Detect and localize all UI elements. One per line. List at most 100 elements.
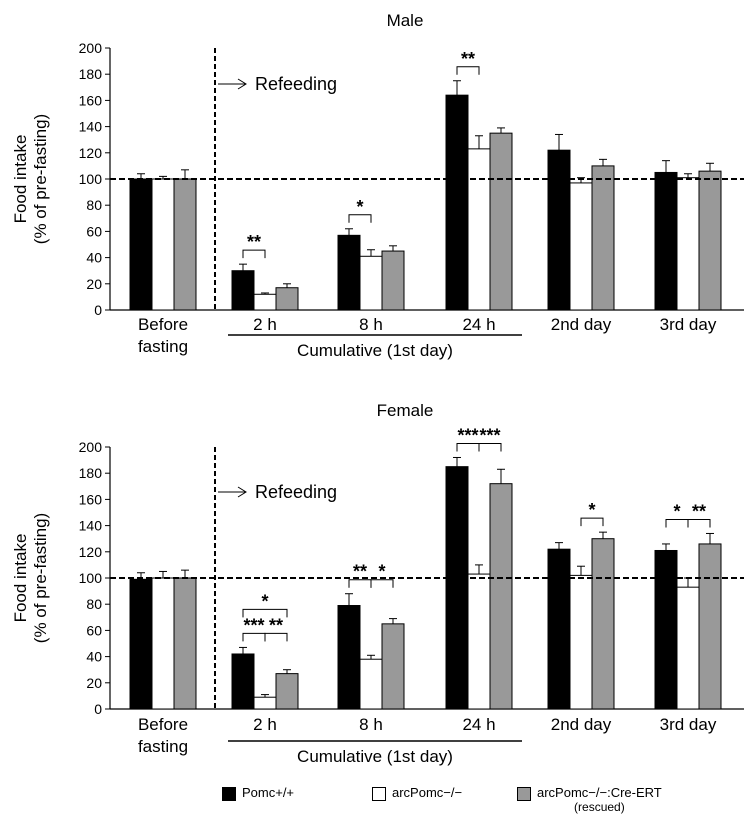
significance-label: ** — [353, 562, 367, 582]
significance-bracket — [456, 66, 480, 75]
y-tick-label: 100 — [79, 171, 103, 187]
cumulative-label: Cumulative (1st day) — [297, 341, 453, 360]
category-label: 2 h — [253, 715, 277, 734]
bar-ko — [467, 148, 491, 311]
category-label: fasting — [138, 337, 188, 356]
legend-label-wt: Pomc+/+ — [242, 785, 295, 800]
significance-bracket — [242, 249, 266, 259]
legend-item-ko: arcPomc−/− — [372, 786, 462, 801]
bar-rescued — [381, 250, 405, 311]
category-label: 2nd day — [551, 715, 612, 734]
legend-label-rescued: arcPomc−/−:Cre-ERT — [537, 785, 662, 800]
refeeding-label: Refeeding — [255, 74, 337, 94]
bar-ko — [253, 696, 277, 710]
bar-rescued — [489, 483, 513, 710]
category-label: 2 h — [253, 315, 277, 334]
significance-label: ** — [461, 49, 475, 69]
refeeding-arrowhead — [237, 78, 247, 90]
bar-ko — [151, 577, 175, 710]
bar-ko — [359, 658, 383, 710]
category-label: Before — [138, 315, 188, 334]
bar-ko — [253, 293, 277, 311]
bar-ko — [676, 177, 700, 311]
bar-ko — [569, 574, 593, 710]
significance-label: * — [378, 562, 385, 582]
bar-wt — [654, 171, 678, 311]
significance-label: * — [588, 500, 595, 520]
y-tick-label: 180 — [79, 66, 103, 82]
bar-ko — [569, 182, 593, 311]
bar-ko — [467, 573, 491, 710]
y-tick-label: 80 — [86, 197, 102, 213]
y-tick-label: 0 — [94, 302, 102, 318]
category-label: 24 h — [462, 315, 495, 334]
y-tick-label: 20 — [86, 276, 102, 292]
chart-panel-male: Male 0 20 40 60 80 100 120 140 160 180 200 Food inta… — [11, 11, 744, 360]
y-tick-label: 200 — [79, 439, 103, 455]
legend-swatch-rescued — [517, 787, 531, 801]
bar-wt — [129, 178, 153, 311]
legend-item-wt: Pomc+/+ — [222, 786, 294, 801]
bar-wt — [654, 549, 678, 710]
y-tick-label: 140 — [79, 518, 103, 534]
legend-label-ko: arcPomc−/− — [392, 785, 463, 800]
y-tick-label: 140 — [79, 119, 103, 135]
legend-item-rescued: arcPomc−/−:Cre-ERT (rescued) — [517, 786, 662, 814]
bar-rescued — [591, 538, 615, 710]
significance-label: ** — [692, 501, 706, 521]
y-tick-label: 180 — [79, 465, 103, 481]
category-label: 24 h — [462, 715, 495, 734]
y-axis-label-line2: (% of pre-fasting) — [31, 513, 50, 643]
significance-label: * — [356, 197, 363, 217]
category-label: 2nd day — [551, 315, 612, 334]
bar-wt — [337, 605, 361, 710]
significance-label: *** — [243, 615, 264, 635]
bar-ko — [359, 255, 383, 311]
bar-rescued — [489, 132, 513, 311]
y-axis-label-line2: (% of pre-fasting) — [31, 114, 50, 244]
y-axis-label-line1: Food intake — [11, 534, 30, 623]
bar-rescued — [591, 165, 615, 311]
bar-rescued — [173, 178, 197, 311]
y-tick-label: 0 — [94, 701, 102, 717]
bar-wt — [231, 653, 255, 710]
bar-rescued — [173, 577, 197, 710]
legend-swatch-wt — [222, 787, 236, 801]
significance-label: ** — [269, 615, 283, 635]
bar-wt — [445, 466, 469, 710]
significance-bracket — [478, 442, 502, 452]
y-tick-label: 20 — [86, 675, 102, 691]
bar-wt — [547, 548, 571, 710]
category-label: fasting — [138, 737, 188, 756]
bar-wt — [337, 234, 361, 311]
y-tick-label: 160 — [79, 491, 103, 507]
bar-rescued — [275, 287, 299, 311]
bar-rescued — [381, 623, 405, 710]
legend: Pomc+/+ arcPomc−/− arcPomc−/−:Cre-ERT (r… — [222, 786, 742, 820]
bar-ko — [676, 586, 700, 710]
category-label: 8 h — [359, 715, 383, 734]
significance-label: *** — [479, 425, 500, 445]
bar-ko — [151, 178, 175, 311]
refeeding-arrowhead — [237, 486, 247, 498]
chart-title: Male — [387, 11, 424, 30]
legend-swatch-ko — [372, 787, 386, 801]
y-tick-label: 60 — [86, 223, 102, 239]
bar-wt — [445, 94, 469, 311]
significance-label: * — [261, 591, 268, 611]
y-axis-label: Food intake(% of pre-fasting) — [11, 114, 50, 244]
bar-wt — [231, 270, 255, 311]
significance-bracket — [687, 518, 711, 528]
y-tick-label: 40 — [86, 649, 102, 665]
significance-bracket — [242, 608, 288, 618]
y-axis-label-line1: Food intake — [11, 135, 30, 224]
bar-rescued — [698, 543, 722, 710]
y-tick-label: 200 — [79, 40, 103, 56]
bar-rescued — [275, 673, 299, 710]
y-tick-label: 120 — [79, 145, 103, 161]
significance-bracket — [348, 214, 372, 223]
category-label: Before — [138, 715, 188, 734]
significance-label: * — [673, 501, 680, 521]
y-axis-label: Food intake(% of pre-fasting) — [11, 513, 50, 643]
